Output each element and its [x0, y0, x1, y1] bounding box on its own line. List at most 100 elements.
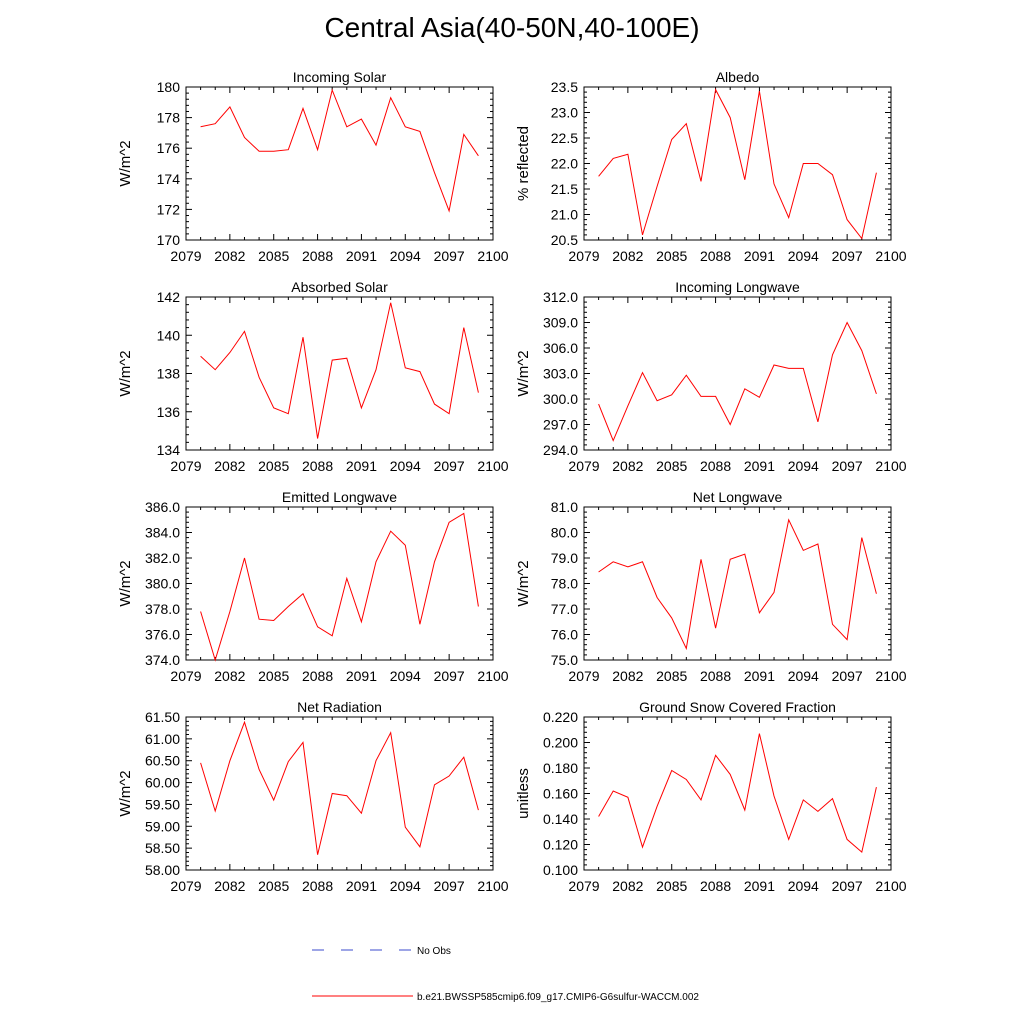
x-tick-label: 2100 — [875, 668, 906, 684]
y-tick-label: 59.50 — [145, 796, 180, 812]
series-line — [598, 321, 877, 442]
x-tick-label: 2094 — [788, 668, 819, 684]
y-tick-label: 0.220 — [543, 709, 578, 725]
x-tick-label: 2079 — [170, 878, 201, 894]
x-tick-label: 2091 — [346, 248, 377, 264]
y-tick-label: 303.0 — [543, 366, 578, 382]
chart-panel: Incoming Solar W/m^2 2079 2082 2085 2088 2091 2… — [117, 69, 509, 264]
x-tick-label: 2094 — [788, 458, 819, 474]
y-tick-label: 79.0 — [551, 550, 578, 566]
series-line — [200, 302, 479, 439]
y-axis-label: W/m^2 — [515, 350, 532, 396]
y-tick-label: 75.0 — [551, 652, 578, 668]
x-tick-label: 2091 — [346, 458, 377, 474]
chart-panel: Incoming Longwave W/m^2 2079 2082 2085 2088 20… — [515, 279, 907, 474]
y-axis-label: % reflected — [515, 126, 532, 201]
x-tick-label: 2097 — [434, 878, 465, 894]
x-tick-label: 2091 — [346, 668, 377, 684]
x-tick-label: 2085 — [258, 458, 289, 474]
x-tick-label: 2082 — [612, 248, 643, 264]
x-tick-label: 2079 — [568, 248, 599, 264]
x-tick-label: 2100 — [477, 668, 508, 684]
x-tick-label: 2085 — [258, 668, 289, 684]
y-tick-label: 382.0 — [145, 550, 180, 566]
y-tick-label: 21.5 — [551, 181, 578, 197]
y-tick-label: 0.100 — [543, 862, 578, 878]
y-axis-label: W/m^2 — [117, 350, 134, 396]
x-tick-label: 2100 — [875, 248, 906, 264]
y-tick-label: 81.0 — [551, 499, 578, 515]
y-tick-label: 380.0 — [145, 576, 180, 592]
y-tick-label: 136 — [157, 404, 181, 420]
y-tick-label: 376.0 — [145, 627, 180, 643]
y-tick-label: 0.140 — [543, 811, 578, 827]
y-axis-label: W/m^2 — [117, 770, 134, 816]
panel-title: Emitted Longwave — [282, 489, 397, 505]
y-tick-label: 384.0 — [145, 525, 180, 541]
plot-frame — [185, 716, 494, 871]
x-tick-label: 2082 — [214, 458, 245, 474]
chart-panel: Net Radiation W/m^2 2079 2082 2085 2088 2091 20… — [117, 699, 509, 894]
page-title: Central Asia(40-50N,40-100E) — [324, 12, 700, 43]
x-tick-label: 2100 — [477, 878, 508, 894]
y-tick-label: 306.0 — [543, 340, 578, 356]
x-tick-label: 2097 — [832, 668, 863, 684]
panel-title: Albedo — [716, 69, 760, 85]
x-tick-label: 2100 — [477, 248, 508, 264]
x-tick-label: 2091 — [744, 248, 775, 264]
x-tick-label: 2082 — [214, 248, 245, 264]
y-tick-label: 23.5 — [551, 79, 578, 95]
x-tick-label: 2097 — [832, 458, 863, 474]
y-tick-label: 138 — [157, 366, 181, 382]
chart-panel: Absorbed Solar W/m^2 2079 2082 2085 2088 2091 2… — [117, 279, 509, 474]
x-tick-label: 2079 — [568, 668, 599, 684]
y-tick-label: 20.5 — [551, 232, 578, 248]
y-tick-label: 374.0 — [145, 652, 180, 668]
series-line — [200, 720, 479, 855]
x-tick-label: 2088 — [700, 458, 731, 474]
y-tick-label: 312.0 — [543, 289, 578, 305]
panel-title: Incoming Solar — [293, 69, 387, 85]
chart-panel: Albedo % reflected 2079 2082 2085 2088 2091 209… — [515, 69, 907, 264]
series-line — [598, 733, 877, 854]
y-tick-label: 134 — [157, 442, 181, 458]
x-tick-label: 2082 — [612, 458, 643, 474]
x-tick-label: 2097 — [434, 668, 465, 684]
chart-panel: Ground Snow Covered Fraction unitless 2079… — [515, 699, 907, 894]
panel-title: Net Longwave — [693, 489, 783, 505]
y-tick-label: 80.0 — [551, 525, 578, 541]
x-tick-label: 2097 — [832, 248, 863, 264]
x-tick-label: 2094 — [788, 248, 819, 264]
y-tick-label: 21.0 — [551, 207, 578, 223]
y-tick-label: 378.0 — [145, 601, 180, 617]
panel-title: Net Radiation — [297, 699, 382, 715]
x-tick-label: 2085 — [258, 878, 289, 894]
y-tick-label: 180 — [157, 79, 181, 95]
y-axis-label: unitless — [515, 768, 532, 819]
y-tick-label: 174 — [157, 171, 181, 187]
legend-no-obs-label: No Obs — [417, 946, 451, 957]
panel-title: Ground Snow Covered Fraction — [639, 699, 836, 715]
x-tick-label: 2088 — [302, 878, 333, 894]
x-tick-label: 2091 — [346, 878, 377, 894]
x-tick-label: 2082 — [214, 878, 245, 894]
x-tick-label: 2094 — [390, 668, 421, 684]
y-tick-label: 78.0 — [551, 576, 578, 592]
x-tick-label: 2085 — [656, 878, 687, 894]
x-tick-label: 2100 — [875, 458, 906, 474]
x-tick-label: 2085 — [656, 458, 687, 474]
x-tick-label: 2094 — [390, 458, 421, 474]
y-tick-label: 60.50 — [145, 753, 180, 769]
x-tick-label: 2079 — [170, 458, 201, 474]
series-line — [598, 518, 877, 651]
series-line — [200, 512, 479, 662]
x-tick-label: 2085 — [656, 248, 687, 264]
y-tick-label: 58.00 — [145, 862, 180, 878]
y-tick-label: 0.200 — [543, 735, 578, 751]
x-tick-label: 2094 — [788, 878, 819, 894]
x-tick-label: 2085 — [656, 668, 687, 684]
y-axis-label: W/m^2 — [117, 560, 134, 606]
y-tick-label: 309.0 — [543, 315, 578, 331]
